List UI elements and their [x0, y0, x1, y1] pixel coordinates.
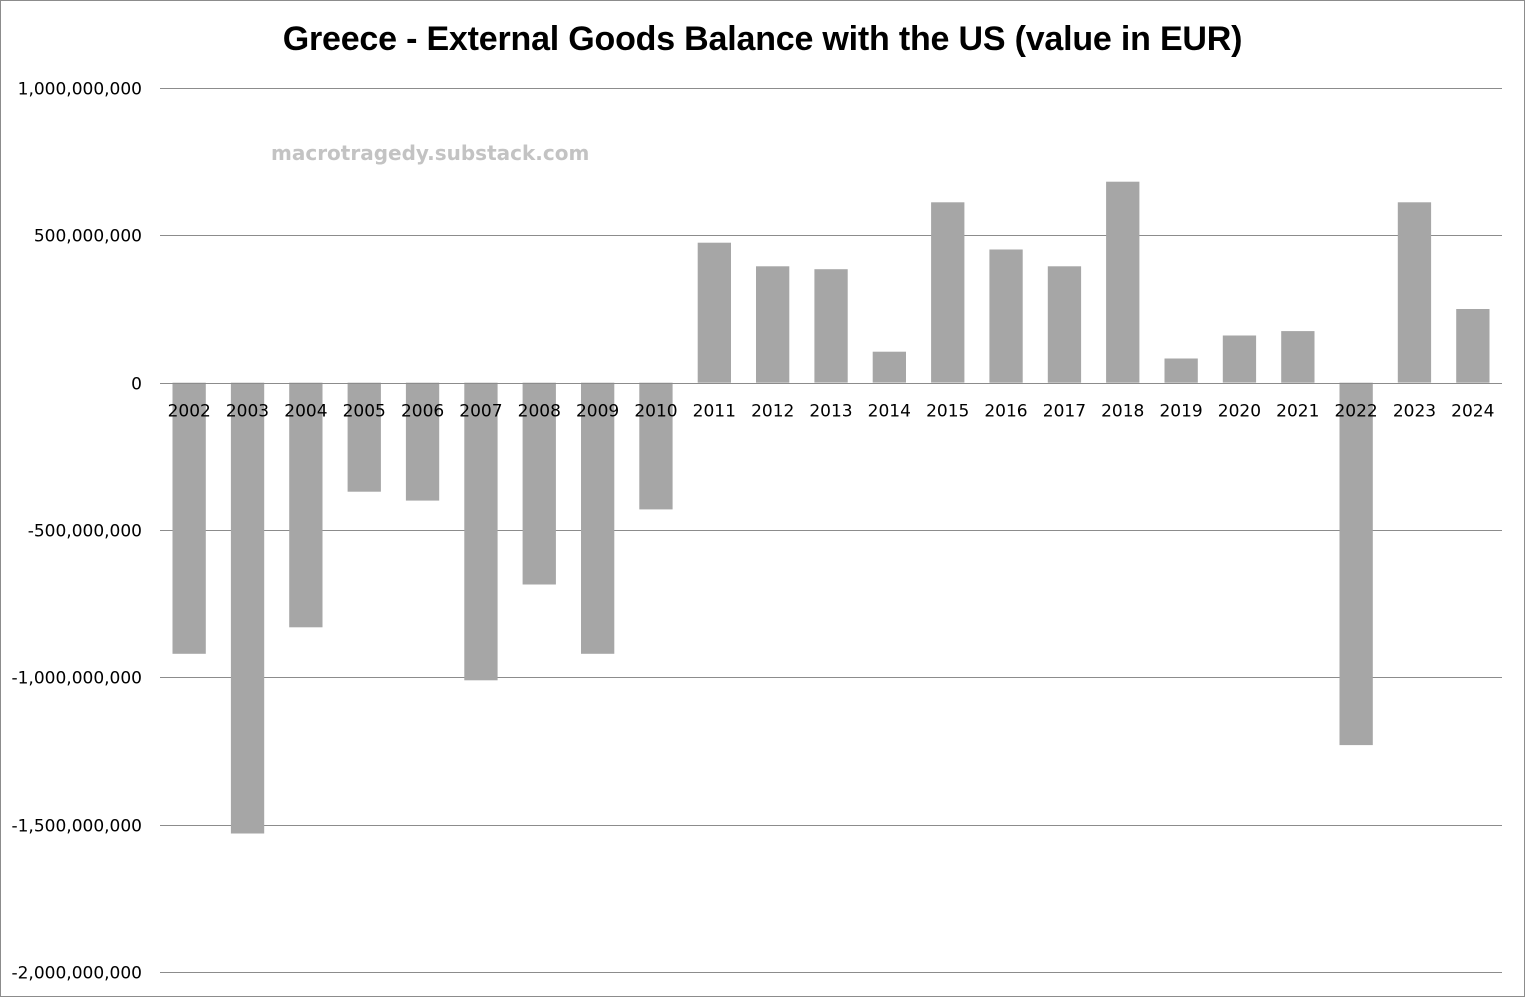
bar-2022 [1339, 382, 1373, 746]
bar-2013 [814, 269, 848, 383]
x-category-label: 2023 [1393, 402, 1436, 422]
x-category-label: 2018 [1101, 402, 1144, 422]
bar-2021 [1281, 331, 1315, 383]
x-category-label: 2014 [868, 402, 911, 422]
x-category-label: 2020 [1218, 402, 1261, 422]
y-tick-label: 500,000,000 [34, 227, 142, 247]
watermark-text: macrotragedy.substack.com [271, 141, 590, 165]
y-tick-label: -500,000,000 [28, 522, 142, 542]
y-tick-label: 0 [131, 375, 142, 395]
bar-2006 [405, 382, 440, 501]
bar-2018 [1106, 181, 1140, 383]
bar-2010 [639, 382, 673, 510]
gridlines [160, 88, 1502, 973]
bar-2017 [1047, 266, 1082, 383]
x-category-label: 2010 [634, 402, 677, 422]
y-tick-label: 1,000,000,000 [18, 80, 142, 100]
bar-2023 [1397, 202, 1432, 383]
bar-2011 [697, 242, 731, 383]
x-category-label: 2011 [693, 402, 736, 422]
x-category-label: 2016 [984, 402, 1027, 422]
x-category-label: 2012 [751, 402, 794, 422]
bar-2019 [1164, 358, 1198, 383]
bar-2007 [464, 382, 498, 681]
bar-2015 [931, 202, 965, 383]
x-category-label: 2007 [459, 402, 502, 422]
x-category-label: 2019 [1159, 402, 1202, 422]
bar-2008 [522, 382, 556, 585]
bar-2024 [1456, 309, 1490, 383]
bar-2004 [289, 382, 323, 628]
x-category-label: 2024 [1451, 402, 1494, 422]
x-category-label: 2009 [576, 402, 619, 422]
y-axis-tick-labels: 1,000,000,000 500,000,000 0 -500,000,000 -1,… [11, 80, 142, 984]
y-tick-label: -2,000,000,000 [11, 964, 142, 984]
x-category-label: 2003 [226, 402, 269, 422]
y-tick-label: -1,500,000,000 [11, 817, 142, 837]
x-category-label: 2008 [518, 402, 561, 422]
x-category-label: 2017 [1043, 402, 1086, 422]
bar-2020 [1222, 335, 1257, 383]
x-category-label: 2002 [168, 402, 211, 422]
bar-2014 [872, 351, 906, 383]
bar-2005 [347, 382, 381, 492]
y-tick-label: -1,000,000,000 [11, 669, 142, 689]
chart-title: Greece - External Goods Balance with the… [282, 20, 1243, 58]
bar-2003 [230, 382, 265, 834]
bar-2009 [581, 382, 615, 654]
x-category-label: 2005 [343, 402, 386, 422]
x-category-label: 2006 [401, 402, 444, 422]
bar-2002 [172, 382, 206, 654]
x-category-label: 2021 [1276, 402, 1319, 422]
x-axis-category-labels: 2002 2003 2004 2005 2006 2007 2008 2009 2010 2011… [168, 402, 1495, 422]
bars [172, 181, 1490, 834]
bar-2016 [989, 249, 1023, 383]
x-category-label: 2015 [926, 402, 969, 422]
x-category-label: 2004 [284, 402, 327, 422]
bar-2012 [756, 266, 790, 383]
x-category-label: 2013 [809, 402, 852, 422]
x-category-label: 2022 [1334, 402, 1377, 422]
